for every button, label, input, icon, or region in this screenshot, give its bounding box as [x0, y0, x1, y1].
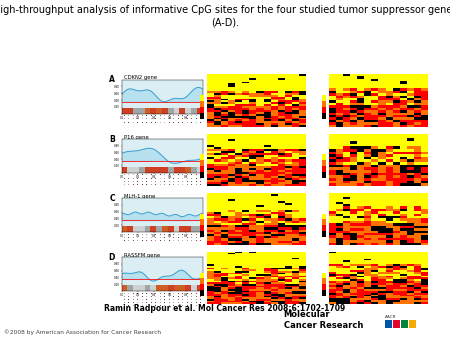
Text: MLH-1 gene: MLH-1 gene: [124, 194, 155, 199]
Text: Ramin Radpour et al. Mol Cancer Res 2008;6:1702-1709: Ramin Radpour et al. Mol Cancer Res 2008…: [104, 304, 346, 313]
Bar: [191, 226, 197, 232]
Bar: [150, 285, 156, 291]
Bar: [156, 107, 162, 114]
Bar: [180, 226, 185, 232]
Bar: [156, 285, 162, 291]
Bar: [401, 320, 408, 328]
Bar: [150, 167, 156, 173]
Bar: [156, 167, 162, 173]
Text: B: B: [109, 135, 115, 144]
Bar: [133, 107, 139, 114]
Bar: [162, 285, 168, 291]
Text: Molecular
Cancer Research: Molecular Cancer Research: [284, 310, 363, 330]
Bar: [197, 226, 202, 232]
Text: High-throughput analysis of informative CpG sites for the four studied tumor sup: High-throughput analysis of informative …: [0, 5, 450, 27]
Bar: [150, 226, 156, 232]
Text: P16 gene: P16 gene: [124, 135, 148, 140]
Text: AACR: AACR: [385, 315, 396, 319]
Bar: [168, 285, 174, 291]
Text: RASSFM gene: RASSFM gene: [124, 253, 160, 258]
Bar: [168, 226, 174, 232]
Text: ©2008 by American Association for Cancer Research: ©2008 by American Association for Cancer…: [4, 329, 162, 335]
Bar: [185, 167, 191, 173]
Bar: [127, 285, 133, 291]
Bar: [122, 167, 127, 173]
Bar: [168, 167, 174, 173]
Bar: [197, 107, 202, 114]
Bar: [144, 107, 150, 114]
Bar: [409, 320, 416, 328]
Bar: [385, 320, 392, 328]
Text: C: C: [109, 194, 115, 203]
Bar: [139, 285, 144, 291]
Bar: [174, 167, 180, 173]
Bar: [393, 320, 400, 328]
Bar: [127, 226, 133, 232]
Bar: [133, 285, 139, 291]
Bar: [122, 107, 127, 114]
Bar: [185, 226, 191, 232]
Bar: [162, 226, 168, 232]
Bar: [139, 167, 144, 173]
Bar: [144, 167, 150, 173]
Bar: [197, 167, 202, 173]
Text: A: A: [109, 75, 115, 84]
Bar: [133, 226, 139, 232]
Bar: [139, 226, 144, 232]
Bar: [174, 285, 180, 291]
Bar: [144, 226, 150, 232]
Bar: [168, 107, 174, 114]
Bar: [162, 167, 168, 173]
Bar: [127, 167, 133, 173]
Bar: [180, 285, 185, 291]
Bar: [144, 285, 150, 291]
Bar: [133, 167, 139, 173]
Bar: [156, 226, 162, 232]
Bar: [191, 167, 197, 173]
Bar: [139, 107, 144, 114]
Bar: [191, 285, 197, 291]
Bar: [191, 107, 197, 114]
Bar: [180, 107, 185, 114]
Text: CDKN2 gene: CDKN2 gene: [124, 75, 157, 80]
Bar: [185, 285, 191, 291]
Bar: [174, 107, 180, 114]
Bar: [185, 107, 191, 114]
Bar: [180, 167, 185, 173]
Bar: [122, 226, 127, 232]
Bar: [127, 107, 133, 114]
Bar: [197, 285, 202, 291]
Bar: [174, 226, 180, 232]
Text: D: D: [108, 253, 115, 262]
Bar: [122, 285, 127, 291]
Bar: [162, 107, 168, 114]
Bar: [150, 107, 156, 114]
